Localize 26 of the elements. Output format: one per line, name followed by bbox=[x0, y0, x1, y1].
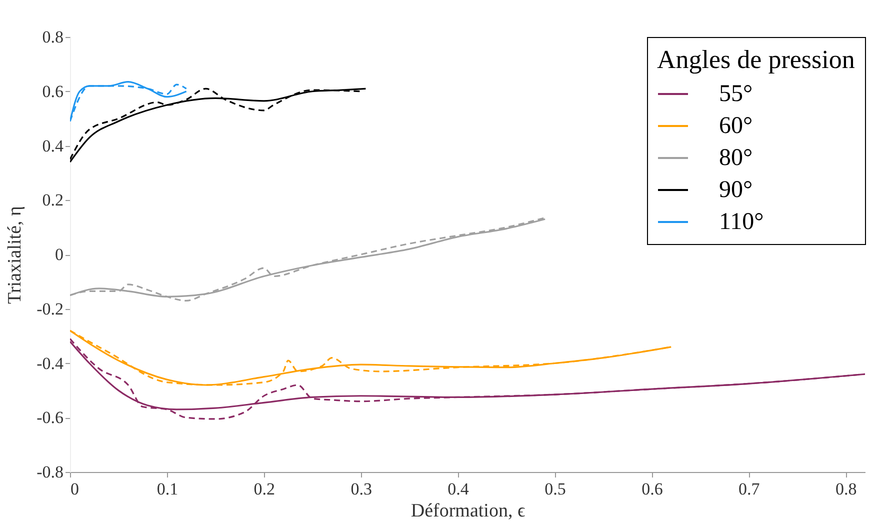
y-tick-label: 0.2 bbox=[42, 190, 64, 210]
y-tick-label: -0.4 bbox=[36, 354, 64, 373]
y-tick-label: -0.6 bbox=[36, 408, 64, 428]
y-axis-title: Triaxialité, η bbox=[4, 206, 26, 304]
x-tick-label: 0.4 bbox=[448, 480, 470, 498]
x-tick-label: 0.6 bbox=[642, 480, 663, 498]
legend-label: 60° bbox=[719, 113, 753, 139]
x-tick-label: 0.2 bbox=[254, 480, 276, 498]
y-tick-label: 0 bbox=[55, 245, 64, 264]
legend-label: 80° bbox=[719, 145, 753, 171]
x-tick-label: 0.3 bbox=[350, 480, 372, 498]
x-tick-label: 0.7 bbox=[738, 480, 760, 498]
y-tick-label: 0.4 bbox=[42, 136, 64, 156]
y-tick-label: 0.6 bbox=[42, 82, 64, 101]
y-tick-label: -0.8 bbox=[36, 462, 64, 482]
legend-label: 90° bbox=[719, 177, 753, 203]
y-tick-label: 0.8 bbox=[42, 28, 64, 46]
x-axis-title: Déformation, ϵ bbox=[410, 500, 526, 522]
y-tick-label: -0.2 bbox=[36, 299, 64, 318]
x-tick-label: 0.8 bbox=[835, 480, 857, 498]
x-tick-label: 0.5 bbox=[544, 480, 566, 498]
legend-label: 55° bbox=[719, 81, 753, 107]
legend-title: Angles de pression bbox=[657, 45, 855, 74]
legend-label: 110° bbox=[719, 209, 764, 235]
x-tick-label: 0.1 bbox=[156, 480, 178, 498]
x-tick-label: 0 bbox=[70, 480, 79, 498]
